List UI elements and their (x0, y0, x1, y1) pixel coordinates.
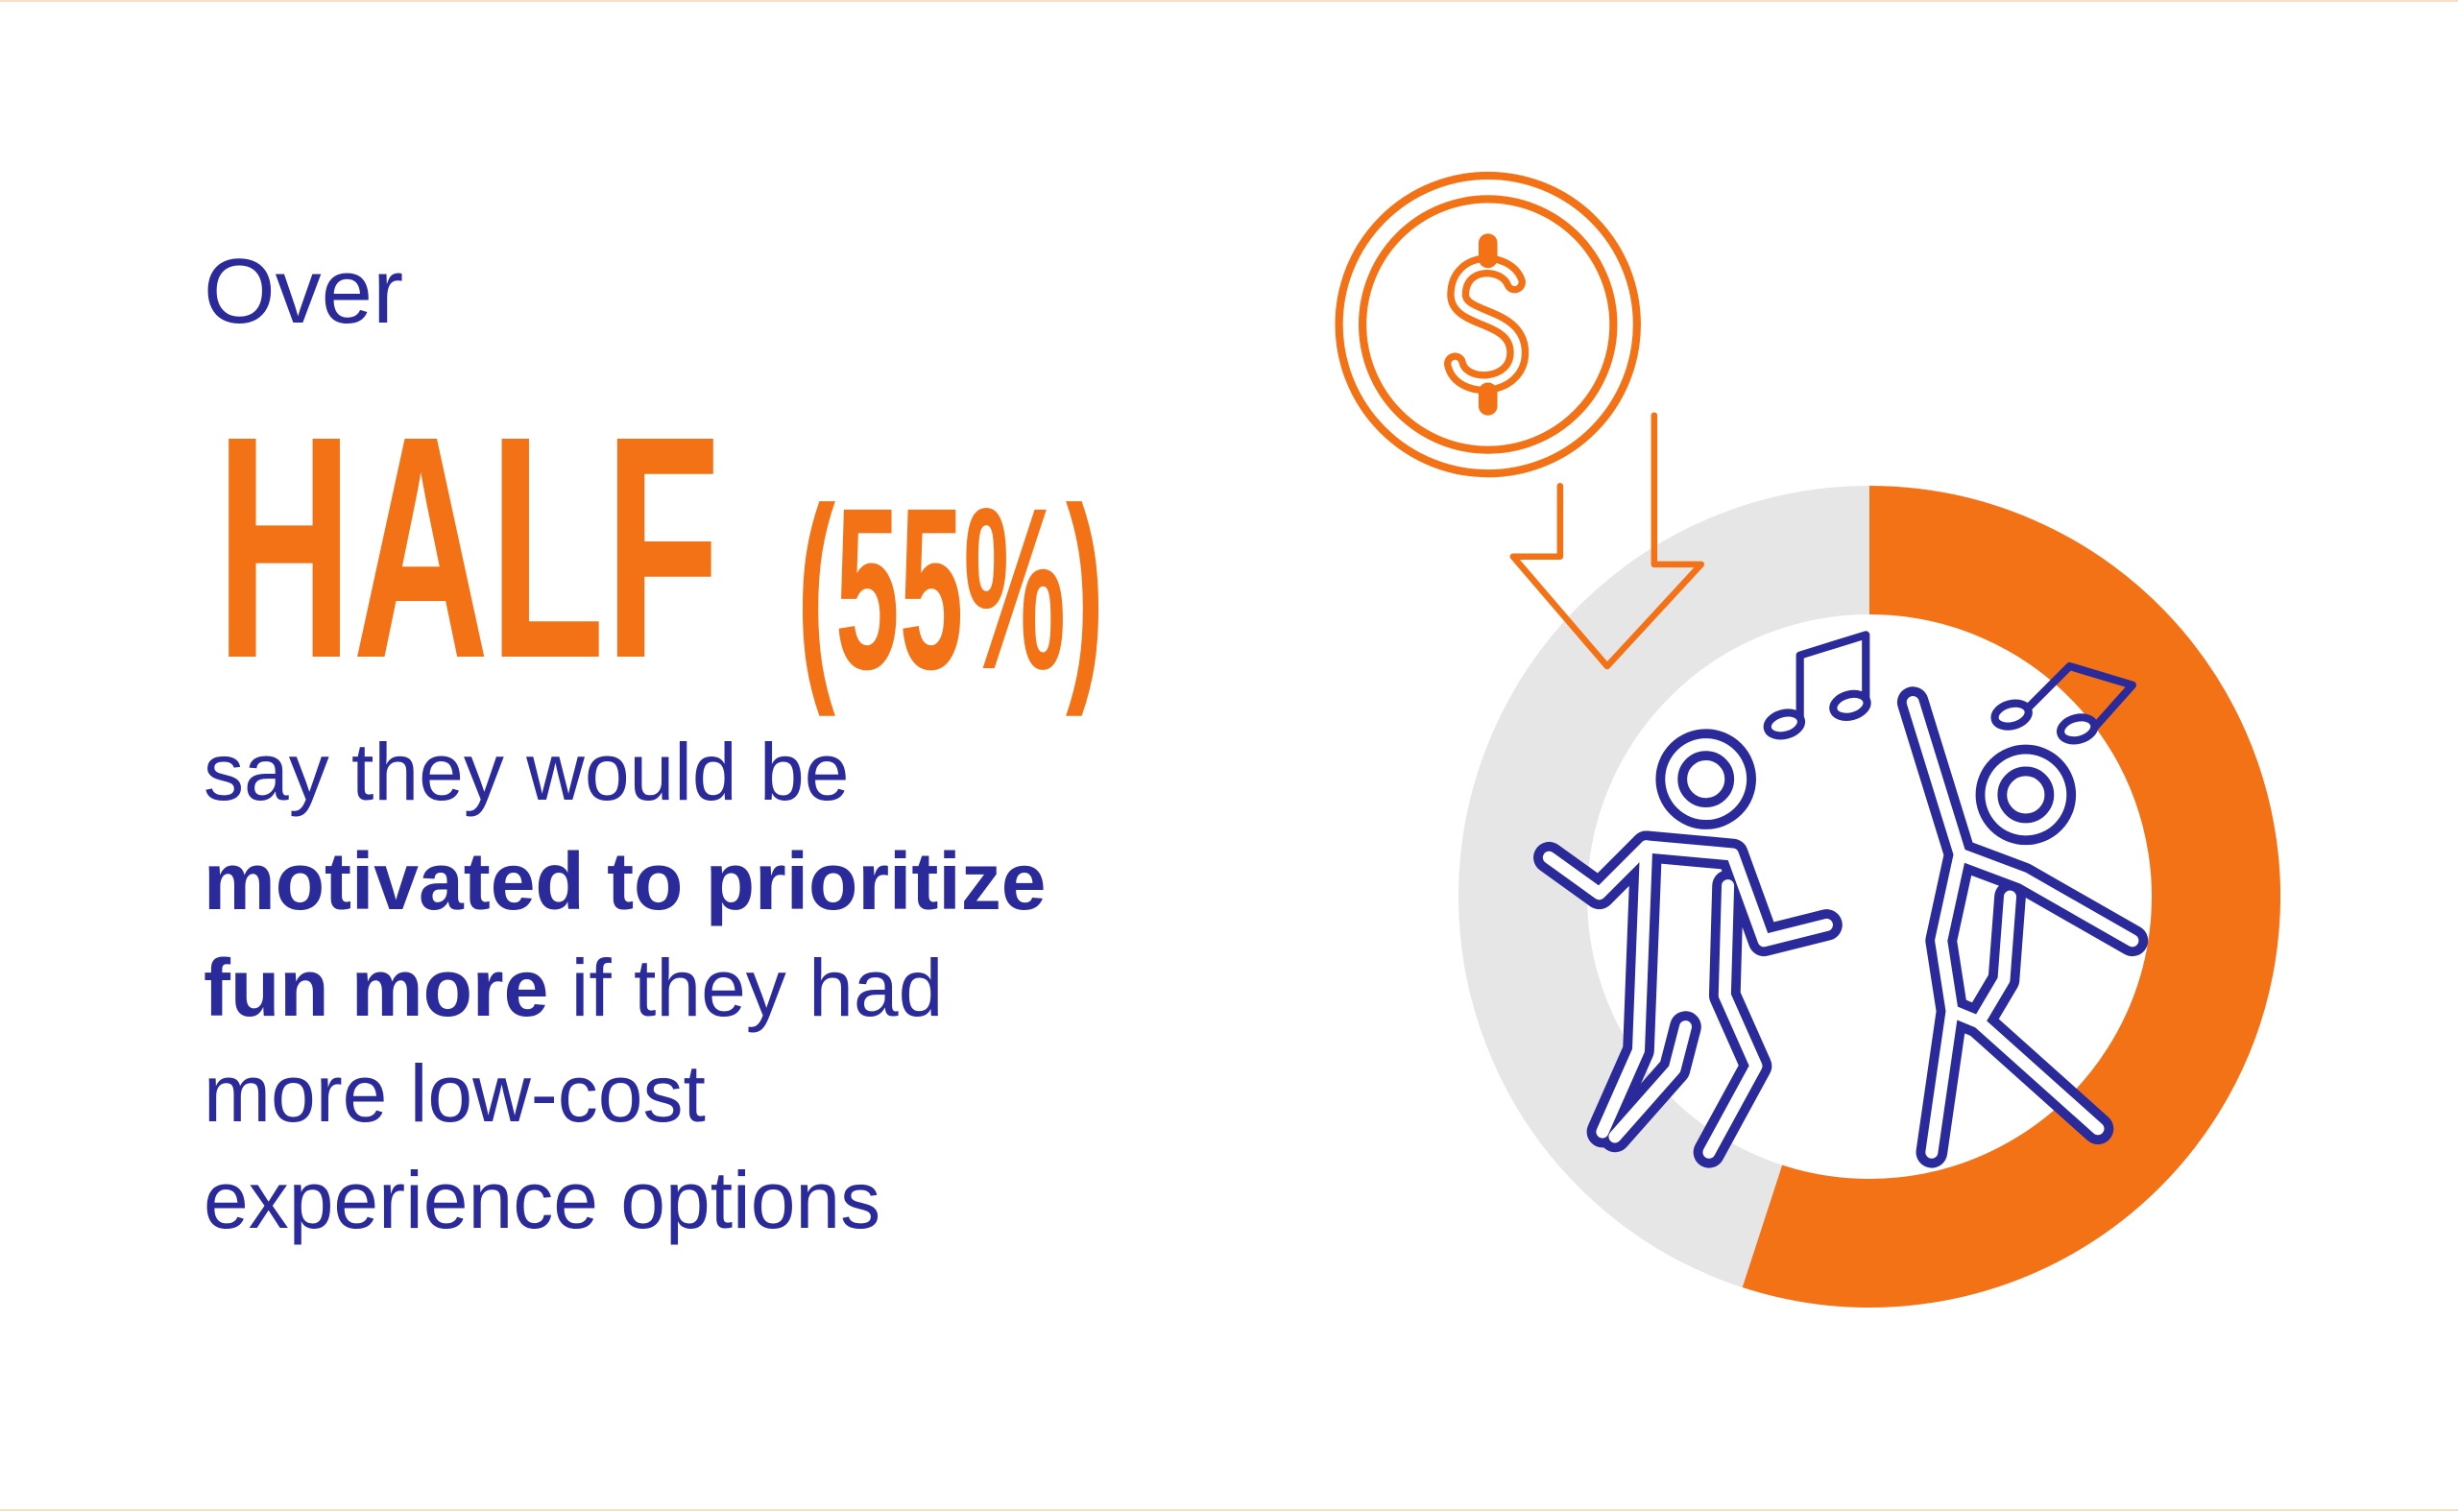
donut-chart (1458, 486, 2280, 1308)
dancers-icon (1533, 631, 2149, 1168)
coin-icon (1335, 171, 1705, 670)
bold-run: motivated to prioritize (204, 836, 1046, 926)
body-line: experience options (204, 1155, 880, 1245)
text-run: say they would be (204, 727, 849, 817)
text-run: experience options (204, 1155, 880, 1245)
text-run: if they had (548, 943, 943, 1033)
text-run: more low-cost (204, 1048, 706, 1139)
body-line: fun more if they had (204, 943, 943, 1033)
body-line: motivated to prioritize (204, 836, 1046, 926)
intro-text: Over (204, 240, 403, 343)
bold-run: fun more (204, 943, 548, 1033)
body-line: more low-cost (204, 1048, 706, 1139)
donut-arc (1742, 486, 2280, 1308)
headline: HALF (216, 370, 720, 724)
body-text: say they would be motivated to prioritize… (204, 727, 1046, 1245)
percent-label: (55%) (797, 460, 1104, 717)
body-line: say they would be (204, 727, 849, 817)
